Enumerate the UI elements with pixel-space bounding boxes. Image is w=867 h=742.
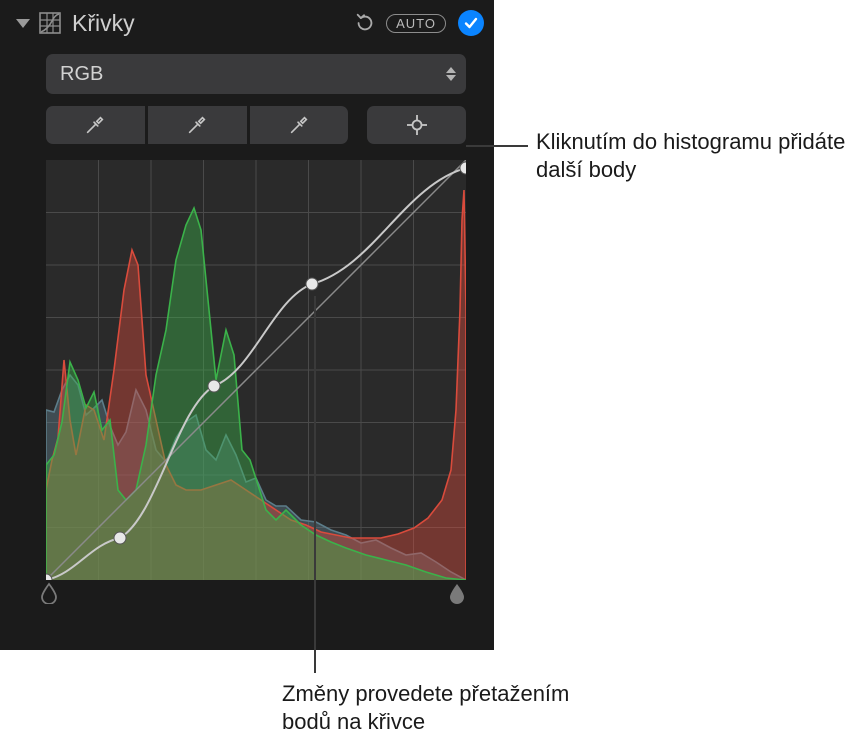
white-point-drop-icon[interactable] — [448, 582, 466, 609]
eyedropper-toolbar — [0, 100, 494, 150]
callout-add-point: Kliknutím do histogramu přidáte další bo… — [536, 128, 866, 183]
channel-select-row: RGB — [0, 46, 494, 100]
stepper-icon — [446, 67, 456, 81]
channel-select-value: RGB — [60, 63, 103, 86]
disclosure-triangle-icon[interactable] — [16, 19, 30, 28]
callout-line — [466, 145, 528, 147]
curves-grid-icon — [38, 11, 62, 35]
black-white-point-row — [0, 580, 494, 606]
histogram[interactable] — [46, 160, 466, 580]
white-point-eyedropper[interactable] — [250, 106, 349, 144]
enabled-checkmark-icon[interactable] — [458, 10, 484, 36]
auto-button[interactable]: AUTO — [386, 14, 446, 33]
callout-drag-point: Změny provedete přetažením bodů na křivc… — [282, 680, 622, 735]
add-point-button[interactable] — [367, 106, 466, 144]
curves-panel: Křivky AUTO RGB — [0, 0, 494, 650]
reset-icon[interactable] — [354, 12, 376, 34]
panel-title: Křivky — [72, 10, 354, 37]
gray-point-eyedropper[interactable] — [148, 106, 247, 144]
panel-header: Křivky AUTO — [0, 0, 494, 46]
histogram-container — [0, 150, 494, 580]
callout-line — [314, 296, 316, 673]
black-point-eyedropper[interactable] — [46, 106, 145, 144]
channel-select[interactable]: RGB — [46, 54, 466, 94]
black-point-drop-icon[interactable] — [40, 582, 58, 609]
